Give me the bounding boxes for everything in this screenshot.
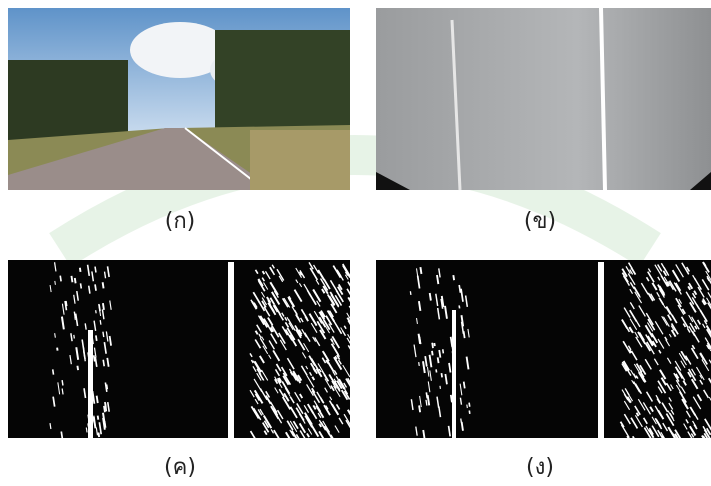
speckle (75, 278, 76, 283)
photo-road (8, 8, 350, 190)
speckle (464, 331, 465, 338)
speckle (98, 433, 99, 438)
speckle (104, 406, 105, 412)
speckle (432, 351, 433, 355)
speckle (103, 282, 104, 288)
speckle (453, 275, 454, 280)
speckle (430, 293, 431, 301)
speckle (443, 349, 444, 353)
panel-label: (ง) (526, 455, 554, 480)
panel-label: (ก) (165, 209, 196, 234)
figure: (ก) (ข) (ค) (ง) (0, 0, 711, 486)
speckle (62, 389, 63, 395)
speckle (86, 428, 87, 433)
speckle (62, 380, 63, 385)
panel-label: (ข) (524, 209, 556, 234)
speckle (98, 416, 99, 420)
speckle (426, 392, 427, 398)
speckle (107, 384, 108, 389)
speckle (469, 403, 470, 407)
speckle (419, 405, 420, 412)
speckle (85, 323, 86, 329)
speckle (94, 355, 95, 361)
speckle (81, 283, 82, 288)
speckle (103, 360, 104, 367)
speckle (60, 276, 61, 282)
speckle (228, 262, 234, 438)
speckle (96, 335, 97, 340)
speckle (461, 419, 462, 423)
speckle (452, 310, 456, 438)
panel-label: (ค) (164, 455, 196, 480)
speckle (55, 281, 56, 285)
speckle (439, 350, 440, 358)
speckle (103, 332, 104, 337)
speckle (80, 268, 81, 272)
speckle (410, 291, 411, 295)
speckle (464, 382, 465, 389)
speckle (349, 306, 356, 318)
speckle (103, 303, 104, 310)
speckle (71, 276, 72, 282)
speckle (53, 369, 54, 374)
speckle (95, 267, 96, 273)
speckle (441, 373, 442, 377)
photo-birdseye (376, 8, 711, 190)
speckle (88, 330, 93, 438)
speckle (419, 362, 420, 366)
speckle (598, 262, 604, 438)
speckle (438, 357, 439, 363)
speckle (467, 405, 468, 409)
speckle (95, 284, 96, 290)
speckle (426, 400, 427, 406)
speckle (97, 396, 98, 403)
speckle (74, 335, 75, 339)
speckle (100, 320, 101, 325)
speckle (451, 395, 452, 402)
speckle (420, 267, 421, 274)
speckle (432, 343, 433, 348)
speckle (55, 333, 56, 338)
figure-page: (ก) (ข) (ค) (ง) (0, 0, 711, 486)
speckle (462, 422, 463, 431)
speckle (77, 366, 78, 370)
